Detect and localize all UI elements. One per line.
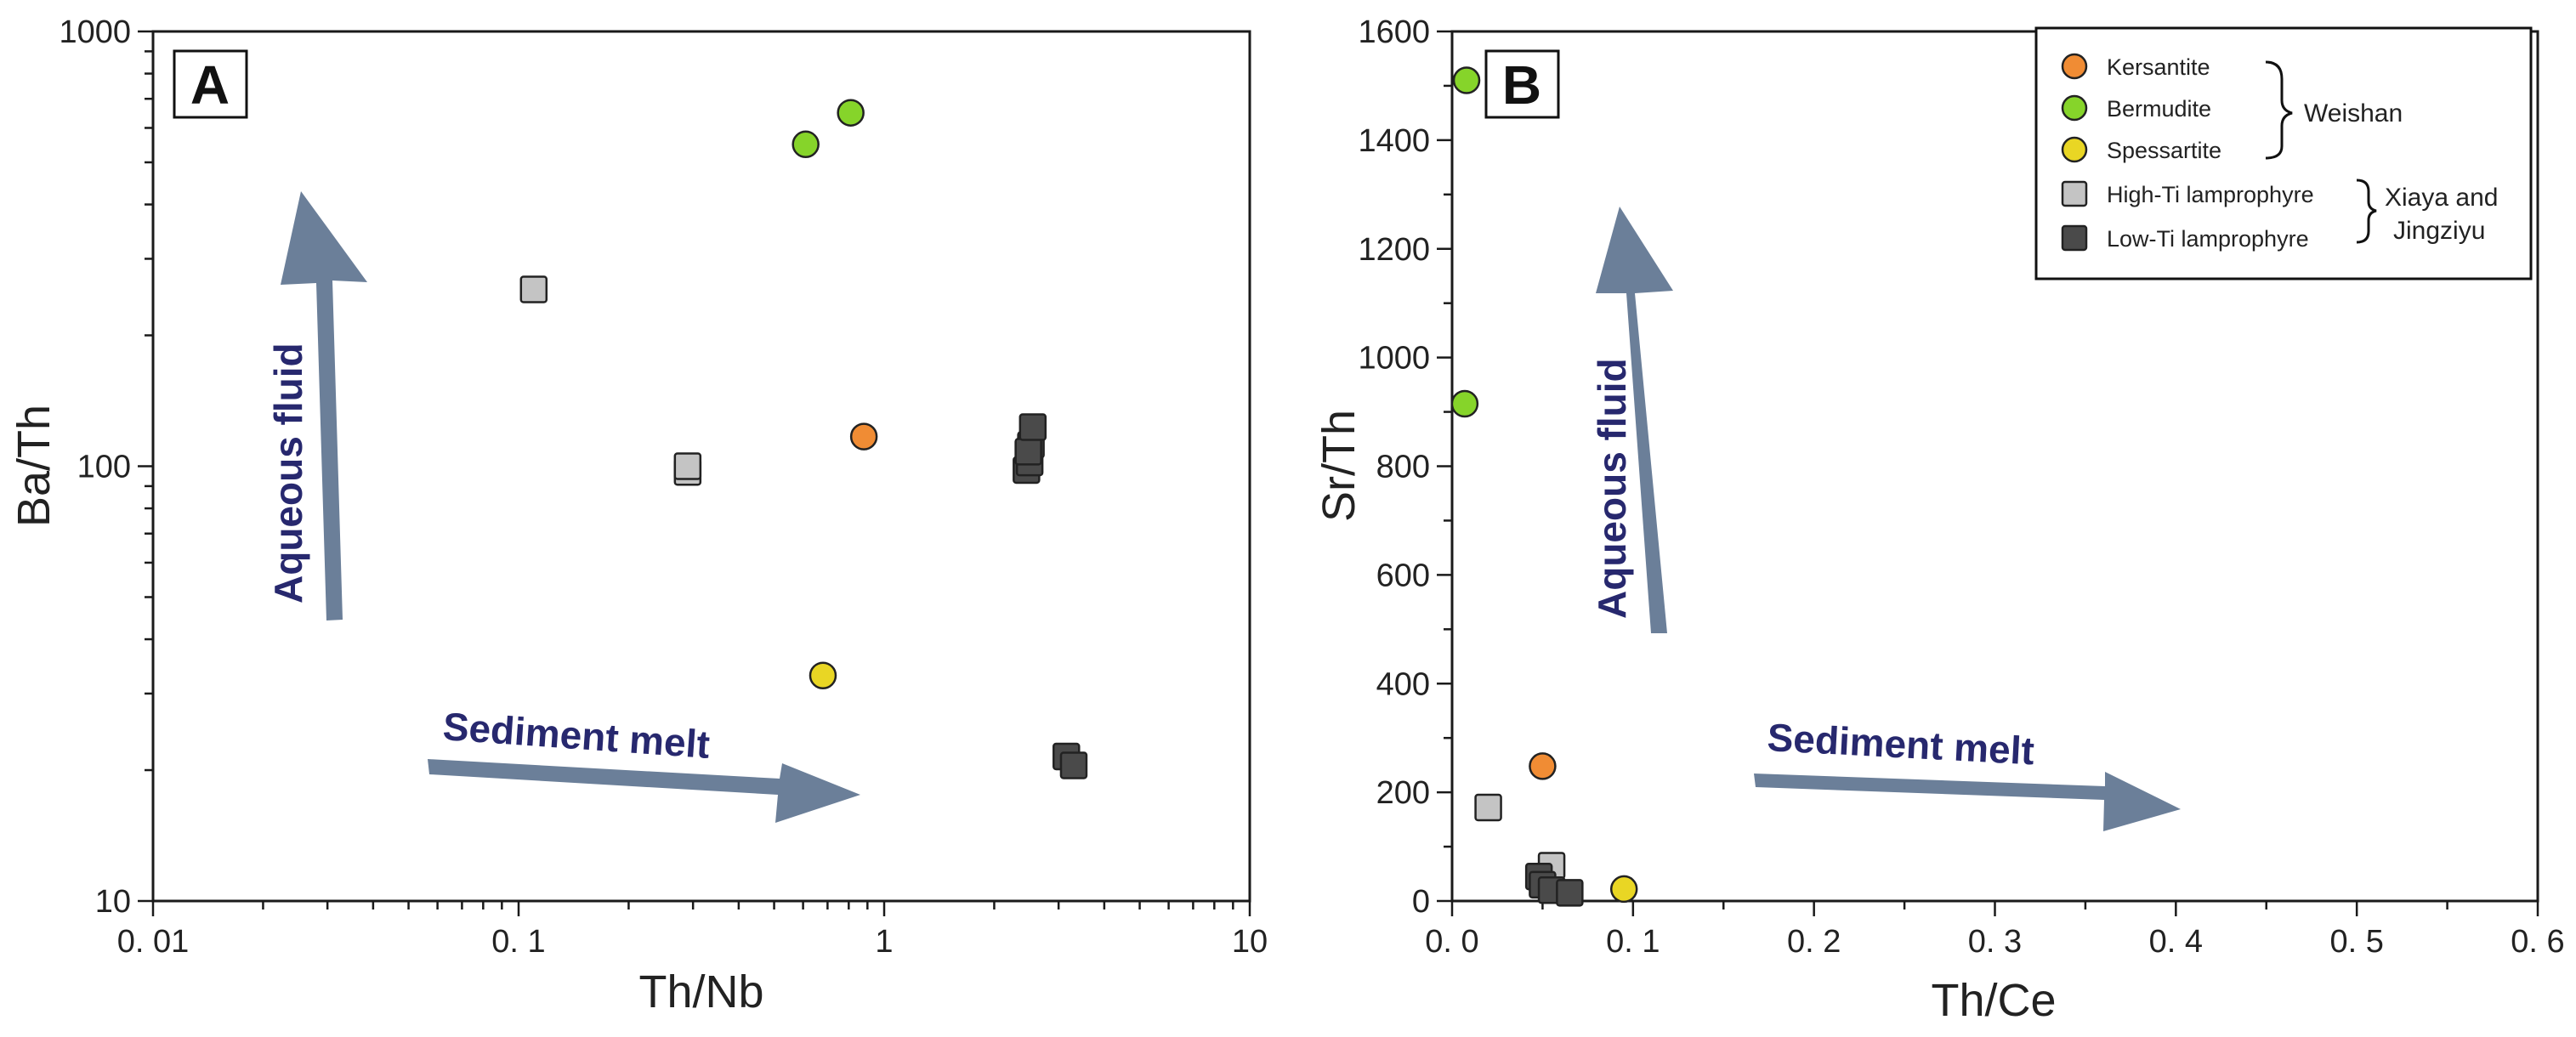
panel-b-y-tick-label: 1400 <box>1358 123 1430 159</box>
legend-label-kersantite: Kersantite <box>2107 54 2210 80</box>
panel-a-point-low-ti <box>1018 413 1047 441</box>
panel-a-point-low-ti <box>1059 751 1088 779</box>
panel-b-x-tick-label: 0. 1 <box>1606 924 1660 960</box>
panel-a-x-tick-label: 10 <box>1232 924 1268 960</box>
panel-a-x-tick-label: 1 <box>875 924 893 960</box>
legend-marker-spessartite <box>2061 136 2088 163</box>
panel-b-y-tick-label: 1200 <box>1358 232 1430 268</box>
panel-b-label: B <box>1502 54 1541 116</box>
panel-b-y-tick-label: 400 <box>1376 666 1430 702</box>
panel-b-y-axis-title: Sr/Th <box>1314 410 1365 522</box>
panel-a-aqueous-fluid-label: Aqueous fluid <box>266 343 310 604</box>
legend-label-bermudite: Bermudite <box>2107 96 2211 122</box>
panel-b-aqueous-fluid-label: Aqueous fluid <box>1590 358 1634 619</box>
legend-marker-low-ti <box>2061 224 2088 252</box>
panel-a-x-tick-label: 0. 01 <box>117 924 190 960</box>
panel-a-arrows: Aqueous fluid Sediment melt <box>266 191 860 823</box>
panel-b-x-axis-title: Th/Ce <box>1931 975 2056 1026</box>
panel-a-y-tick-label: 10 <box>95 884 131 920</box>
panel-b-arrows: Aqueous fluid Sediment melt <box>1590 207 2181 831</box>
panel-a-ticks: 0. 01 0. 1 1 10 10 100 1000 <box>59 14 1268 960</box>
legend-marker-kersantite <box>2061 53 2088 80</box>
panel-a-point-low-ti <box>1014 438 1042 466</box>
panel-a-sediment-melt-label: Sediment melt <box>441 704 711 767</box>
panel-b-label-box <box>1484 49 1560 119</box>
panel-a-label: A <box>190 54 230 116</box>
panel-a-points <box>519 99 1088 779</box>
panel-a-y-tick-label: 100 <box>77 450 131 485</box>
panel-b-x-tick-label: 0. 3 <box>1968 924 2022 960</box>
legend-label-low-ti: Low-Ti lamprophyre <box>2107 226 2309 252</box>
panel-b-y-tick-label: 600 <box>1376 558 1430 593</box>
panel-b-x-tick-label: 0. 4 <box>2149 924 2203 960</box>
legend-marker-bermudite <box>2061 94 2088 122</box>
legend-label-high-ti: High-Ti lamprophyre <box>2107 182 2314 207</box>
legend-group-xiaya-line1: Xiaya and <box>2385 184 2498 212</box>
panel-b-y-tick-label: 1600 <box>1358 14 1430 50</box>
panel-b-y-tick-label: 1000 <box>1358 341 1430 377</box>
legend-label-spessartite: Spessartite <box>2107 138 2221 163</box>
legend: Kersantite Bermudite Spessartite High-Ti la… <box>2034 26 2533 280</box>
panel-b-x-tick-label: 0. 2 <box>1787 924 1841 960</box>
legend-group-weishan: Weishan <box>2304 99 2403 128</box>
panel-b-aqueous-fluid-arrow <box>1596 207 1673 633</box>
panel-a-point-spessartite <box>809 661 837 690</box>
panel-b-y-tick-label: 200 <box>1376 775 1430 811</box>
panel-b-point-bermudite <box>1452 66 1481 94</box>
panel-b-point-kersantite <box>1529 752 1557 780</box>
panel-a-x-axis-title: Th/Nb <box>638 966 763 1017</box>
panel-a-x-tick-label: 0. 1 <box>491 924 545 960</box>
panel-a-chart: 0. 01 0. 1 1 10 10 100 1000 Aqueous fluid Sedi… <box>9 14 1268 1017</box>
panel-b-y-tick-label: 800 <box>1376 450 1430 485</box>
panel-b-sediment-melt-arrow <box>1754 772 2181 831</box>
panel-a-sediment-melt-arrow <box>428 759 860 823</box>
panel-b-y-tick-label: 0 <box>1412 884 1430 920</box>
panel-a-y-axis-title: Ba/Th <box>9 405 60 527</box>
panel-b-point-high-ti <box>1474 793 1502 822</box>
panel-a-point-bermudite <box>837 99 865 127</box>
panel-a-label-box <box>173 49 248 119</box>
panel-a-point-high-ti <box>519 275 548 303</box>
panel-a-point-kersantite <box>849 422 878 450</box>
panel-b-sediment-melt-label: Sediment melt <box>1766 715 2035 773</box>
panel-a-point-bermudite <box>792 130 820 159</box>
panel-a-point-high-ti <box>673 452 702 480</box>
panel-b-x-tick-label: 0. 6 <box>2511 924 2564 960</box>
panel-b-x-tick-label: 0. 0 <box>1425 924 1478 960</box>
legend-group-xiaya-line2: Jingziyu <box>2393 217 2485 245</box>
legend-marker-high-ti <box>2061 180 2088 207</box>
legend-box <box>2034 26 2533 280</box>
panel-b-chart: 0. 0 0. 1 0. 2 0. 3 0. 4 0. 5 0. 6 0 200 400 600 80… <box>1314 14 2565 1026</box>
panel-b-ticks: 0. 0 0. 1 0. 2 0. 3 0. 4 0. 5 0. 6 0 200 400 600 80… <box>1358 14 2564 960</box>
panel-b-x-tick-label: 0. 5 <box>2329 924 2383 960</box>
panel-a-aqueous-fluid-arrow <box>281 191 367 620</box>
legend-xiaya-brace <box>2356 178 2377 244</box>
panel-b-point-spessartite <box>1609 875 1638 904</box>
panel-a-y-tick-label: 1000 <box>59 14 131 50</box>
panel-b-point-low-ti <box>1556 879 1584 907</box>
panel-b-point-bermudite <box>1450 389 1479 418</box>
legend-weishan-brace <box>2265 60 2293 160</box>
legend-items: Kersantite Bermudite Spessartite High-Ti la… <box>2061 53 2314 252</box>
panel-b-points <box>1450 66 1638 907</box>
